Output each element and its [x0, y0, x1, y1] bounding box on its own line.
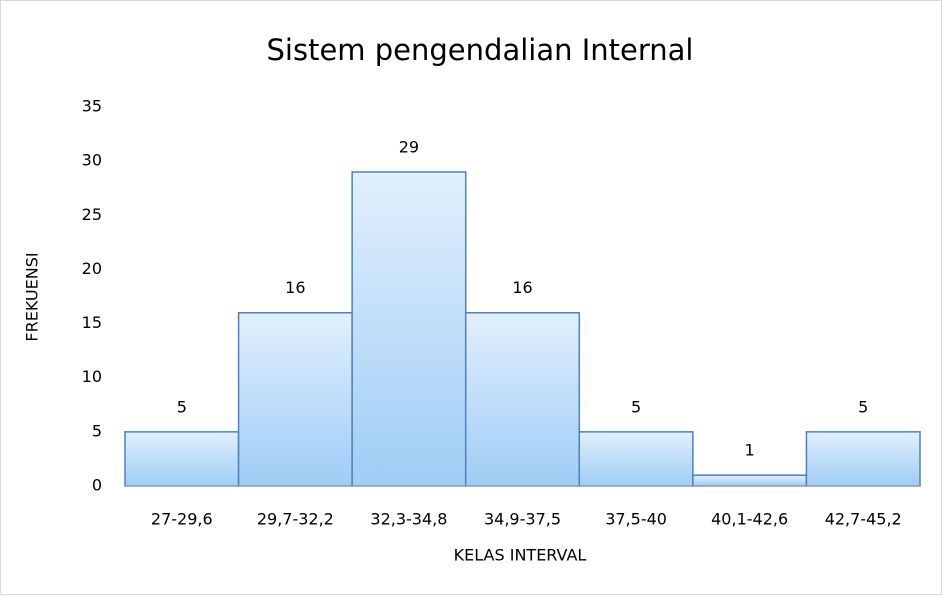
x-tick-label: 27-29,6 [151, 510, 213, 529]
bar [805, 431, 921, 487]
x-tick-label: 42,7-45,2 [825, 510, 902, 529]
bar [692, 474, 808, 487]
x-tick-label: 32,3-34,8 [370, 510, 447, 529]
data-label: 5 [631, 397, 641, 416]
data-label: 16 [512, 278, 532, 297]
x-tick-label: 37,5-40 [605, 510, 667, 529]
y-tick-label: 35 [82, 97, 102, 116]
data-label: 16 [285, 278, 305, 297]
bar [237, 311, 353, 487]
data-label: 29 [399, 137, 419, 156]
x-tick-label: 29,7-32,2 [257, 510, 334, 529]
y-tick-label: 30 [82, 151, 102, 170]
y-tick-label: 25 [82, 205, 102, 224]
bar [578, 431, 694, 487]
data-label: 1 [745, 441, 755, 460]
x-tick-label: 40,1-42,6 [711, 510, 788, 529]
y-tick-label: 20 [82, 259, 102, 278]
bar [464, 311, 581, 487]
y-tick-label: 5 [92, 421, 102, 440]
y-tick-label: 0 [92, 476, 102, 495]
chart-title: Sistem pengendalian Internal [267, 33, 694, 67]
x-axis-title: KELAS INTERVAL [454, 546, 587, 565]
y-tick-label: 10 [82, 367, 102, 386]
y-tick-label: 15 [82, 313, 102, 332]
data-label: 5 [177, 397, 187, 416]
bar [124, 431, 240, 487]
y-axis-title: FREKUENSI [23, 252, 42, 341]
x-tick-label: 34,9-37,5 [484, 510, 561, 529]
data-label: 5 [858, 397, 868, 416]
bar [351, 171, 467, 487]
